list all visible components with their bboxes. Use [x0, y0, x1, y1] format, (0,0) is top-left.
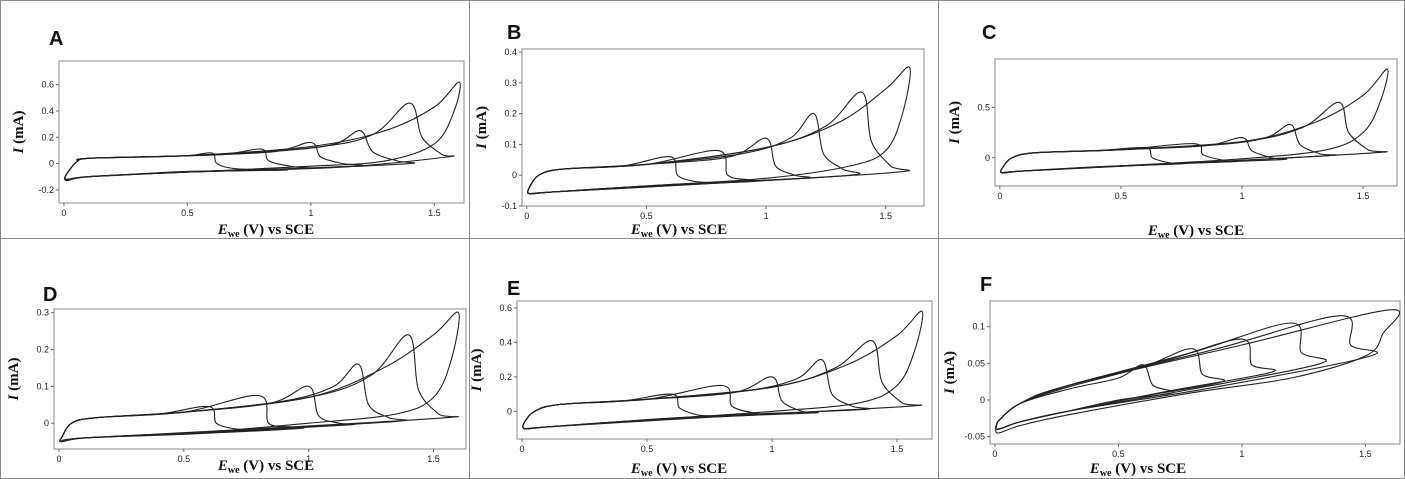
y-tick-label: 0: [985, 153, 990, 163]
panel-letter: B: [507, 22, 521, 44]
y-tick-label: -0.1: [501, 201, 517, 211]
cv-curves: [1000, 68, 1389, 174]
plot-area: [521, 48, 925, 207]
panel-letter: D: [43, 284, 57, 306]
plot-area: [989, 300, 1401, 445]
y-tick-label: 0.2: [36, 345, 49, 355]
y-tick-label: -0.05: [964, 432, 985, 442]
cv-curves: [64, 81, 461, 182]
cv-loop-1_6v: [59, 311, 460, 443]
y-tick-label: 0.1: [36, 381, 49, 391]
y-tick-label: 0: [49, 159, 54, 169]
panel-e: E 0 0.5 1 1.5 0 0.2 0.4 0.6 Ewe (V) vs SCE I (mA): [469, 239, 939, 479]
y-tick-label: 0.05: [967, 358, 985, 368]
cv-loop-1_6v: [1000, 68, 1389, 174]
x-tick-label: 1: [769, 444, 774, 454]
y-tick-label: 0.6: [499, 303, 512, 313]
cv-curves: [995, 309, 1400, 434]
plot-area: [53, 308, 467, 450]
y-tick-label: 0.4: [41, 106, 54, 116]
x-tick-label: 0.5: [641, 444, 654, 454]
x-axis-label: Ewe (V) vs SCE: [1089, 461, 1186, 478]
x-tick-label: 1: [308, 208, 313, 218]
plot-area: [516, 300, 933, 440]
y-axis-label: I (mA): [11, 111, 27, 155]
cv-loop-1_6v: [995, 309, 1400, 434]
panel-letter: A: [49, 28, 63, 50]
x-tick-label: 1: [1240, 191, 1245, 201]
x-axis-label: Ewe (V) vs SCE: [630, 222, 727, 238]
panel-letter: F: [980, 274, 992, 296]
x-tick-label: 0: [524, 211, 529, 221]
cv-plot-svg: D 0 0.5 1 1.5 0 0.1 0.2 0.3 Ewe (V) vs SCE I (mA): [6, 284, 467, 476]
cv-plot-svg: E 0 0.5 1 1.5 0 0.2 0.4 0.6 Ewe (V) vs SCE I (mA): [469, 278, 933, 478]
x-tick-label: 0.5: [640, 211, 653, 221]
y-tick-label: 0.1: [972, 322, 985, 332]
cv-plot-svg: B 0 0.5 1 1.5 -0.1 0 0.1 0.2 0.3 0.4 Ewe (V) vs SCE…: [474, 22, 925, 238]
cv-loop-1_6v: [527, 66, 911, 195]
panel-letter: E: [507, 278, 520, 300]
x-axis-label: Ewe (V) vs SCE: [217, 458, 314, 476]
x-tick-label: 0.5: [1115, 191, 1128, 201]
x-tick-label: 1: [764, 211, 769, 221]
y-tick-label: 0.2: [504, 109, 517, 119]
x-tick-label: 1.5: [1357, 191, 1370, 201]
x-tick-label: 0: [992, 449, 997, 459]
y-tick-label: 0.4: [499, 337, 512, 347]
y-tick-label: 0.3: [36, 308, 49, 318]
panel-letter: C: [982, 22, 996, 44]
x-axis-label: Ewe (V) vs SCE: [217, 222, 314, 238]
panel-c: C 0 0.5 1 1.5 0 0.5 Ewe (V) vs SCE I (mA): [938, 0, 1405, 239]
y-tick-label: 0.1: [504, 139, 517, 149]
x-tick-label: 0.5: [178, 454, 191, 464]
y-axis-label: I (mA): [474, 106, 490, 150]
x-tick-label: 1.5: [879, 211, 892, 221]
x-tick-label: 0: [997, 191, 1002, 201]
x-axis-label: Ewe (V) vs SCE: [1147, 223, 1244, 238]
cv-plot-svg: F 0 0.5 1 1.5 -0.05 0 0.05 0.1 Ewe (V) vs SCE I (m…: [942, 274, 1401, 478]
x-axis-label: Ewe (V) vs SCE: [630, 461, 727, 478]
cv-curves: [527, 66, 911, 195]
x-tick-label: 1: [1239, 449, 1244, 459]
y-axis-label: I (mA): [942, 351, 958, 395]
x-tick-label: 1: [306, 454, 311, 464]
plot-area: [994, 58, 1398, 187]
y-tick-label: 0.2: [41, 132, 54, 142]
cv-plot-svg: A 0 0.5 1 1.5 -0.2 0 0.2 0.4 0.6 Ewe (V) vs SCE I (…: [11, 28, 465, 238]
panel-f: F 0 0.5 1 1.5 -0.05 0 0.05 0.1 Ewe (V) vs SCE I (m…: [938, 239, 1405, 479]
x-tick-label: 0: [56, 454, 61, 464]
cv-loop-1_6v: [522, 310, 924, 430]
y-axis-label: I (mA): [947, 101, 963, 145]
x-tick-label: 0.5: [181, 208, 194, 218]
y-axis-label: I (mA): [469, 349, 485, 393]
x-tick-label: 0: [61, 208, 66, 218]
y-tick-label: 0.4: [504, 47, 517, 57]
x-tick-label: 0.5: [1112, 449, 1125, 459]
cv-loop-1_6v: [64, 81, 461, 182]
y-tick-label: -0.2: [38, 185, 54, 195]
y-tick-label: 0: [512, 170, 517, 180]
panel-b: B 0 0.5 1 1.5 -0.1 0 0.1 0.2 0.3 0.4 Ewe (V) vs SCE…: [469, 0, 939, 239]
panel-d: D 0 0.5 1 1.5 0 0.1 0.2 0.3 Ewe (V) vs SCE I (mA): [0, 239, 470, 479]
y-tick-label: 0.5: [977, 102, 990, 112]
cv-curves: [59, 311, 460, 443]
x-tick-label: 0: [519, 444, 524, 454]
y-axis-label: I (mA): [6, 358, 22, 402]
cv-plot-svg: C 0 0.5 1 1.5 0 0.5 Ewe (V) vs SCE I (mA): [947, 22, 1398, 238]
x-tick-label: 1.5: [428, 208, 441, 218]
y-tick-label: 0: [44, 418, 49, 428]
panel-a: A 0 0.5 1 1.5 -0.2 0 0.2 0.4 0.6 Ewe (V) vs SCE I (…: [0, 0, 470, 239]
y-tick-label: 0: [507, 406, 512, 416]
cv-curves: [522, 310, 924, 430]
y-tick-label: 0.3: [504, 78, 517, 88]
plot-area: [58, 60, 465, 204]
x-tick-label: 1.5: [1359, 449, 1372, 459]
y-tick-label: 0: [980, 395, 985, 405]
y-tick-label: 0.6: [41, 80, 54, 90]
x-tick-label: 1.5: [891, 444, 904, 454]
x-tick-label: 1.5: [427, 454, 440, 464]
y-tick-label: 0.2: [499, 372, 512, 382]
